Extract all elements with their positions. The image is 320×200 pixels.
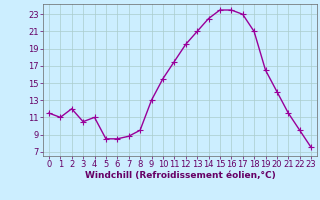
X-axis label: Windchill (Refroidissement éolien,°C): Windchill (Refroidissement éolien,°C) xyxy=(84,171,276,180)
